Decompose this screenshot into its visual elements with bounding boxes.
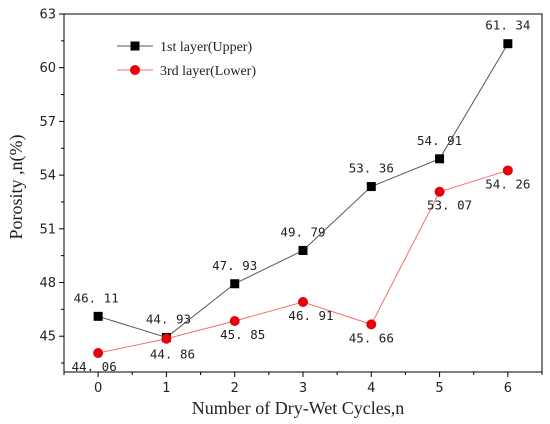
point-marker-lower-2 (229, 315, 240, 326)
legend-label-upper: 1st layer(Upper) (160, 40, 252, 55)
x-tick-label-3: 3 (299, 381, 307, 396)
x-tick-label-5: 5 (435, 381, 443, 396)
x-tick-label-4: 4 (367, 381, 375, 396)
series-line-0 (97, 43, 509, 339)
point-marker-upper-0 (93, 311, 103, 321)
y-tick-label-3: 54 (39, 169, 56, 184)
point-marker-lower-3 (298, 297, 308, 308)
y-tick-label-5: 60 (39, 61, 56, 76)
y-tick-label-0: 45 (39, 330, 56, 345)
data-label-lower-1: 44. 86 (150, 347, 195, 362)
point-marker-upper-5 (435, 154, 445, 164)
point-marker-lower-4 (366, 319, 377, 330)
data-label-upper-1: 44. 93 (146, 311, 191, 326)
legend: 1st layer(Upper) 3rd layer(Lower) (117, 40, 256, 79)
point-marker-lower-1 (161, 333, 172, 344)
point-marker-lower-5 (434, 186, 445, 197)
legend-label-lower: 3rd layer(Lower) (160, 64, 256, 79)
data-label-lower-2: 45. 85 (220, 327, 265, 342)
x-axis-title: Number of Dry-Wet Cycles,n (192, 398, 405, 418)
x-tick-label-2: 2 (231, 381, 239, 396)
point-marker-lower-0 (93, 348, 104, 359)
point-marker-upper-4 (366, 182, 376, 192)
legend-marker-square (130, 41, 140, 51)
x-tick-label-6: 6 (504, 381, 512, 396)
legend-marker-circle (130, 65, 140, 75)
y-tick-label-4: 57 (39, 115, 56, 130)
y-axis-title: Porosity ,n(%) (6, 135, 27, 240)
point-marker-upper-6 (503, 39, 513, 49)
data-label-upper-3: 49. 79 (280, 224, 325, 239)
data-label-lower-4: 45. 66 (349, 330, 394, 345)
point-marker-lower-6 (502, 165, 513, 176)
data-label-upper-6: 61. 34 (485, 18, 530, 33)
data-label-upper-0: 46. 11 (74, 290, 119, 305)
data-label-lower-3: 46. 91 (288, 308, 333, 323)
y-tick-label-1: 48 (39, 276, 56, 291)
data-label-lower-6: 54. 26 (485, 176, 530, 191)
x-tick-label-0: 0 (94, 381, 102, 396)
data-label-upper-2: 47. 93 (212, 258, 257, 273)
y-tick-label-2: 51 (39, 222, 56, 237)
x-tick-label-1: 1 (162, 381, 170, 396)
point-marker-upper-2 (230, 279, 240, 289)
data-label-upper-5: 54. 91 (417, 133, 462, 148)
data-label-lower-5: 53. 07 (427, 198, 472, 213)
y-tick-label-6: 63 (39, 8, 56, 23)
point-marker-upper-3 (298, 245, 308, 255)
data-label-lower-0: 44. 06 (72, 359, 117, 374)
data-label-upper-4: 53. 36 (349, 161, 394, 176)
